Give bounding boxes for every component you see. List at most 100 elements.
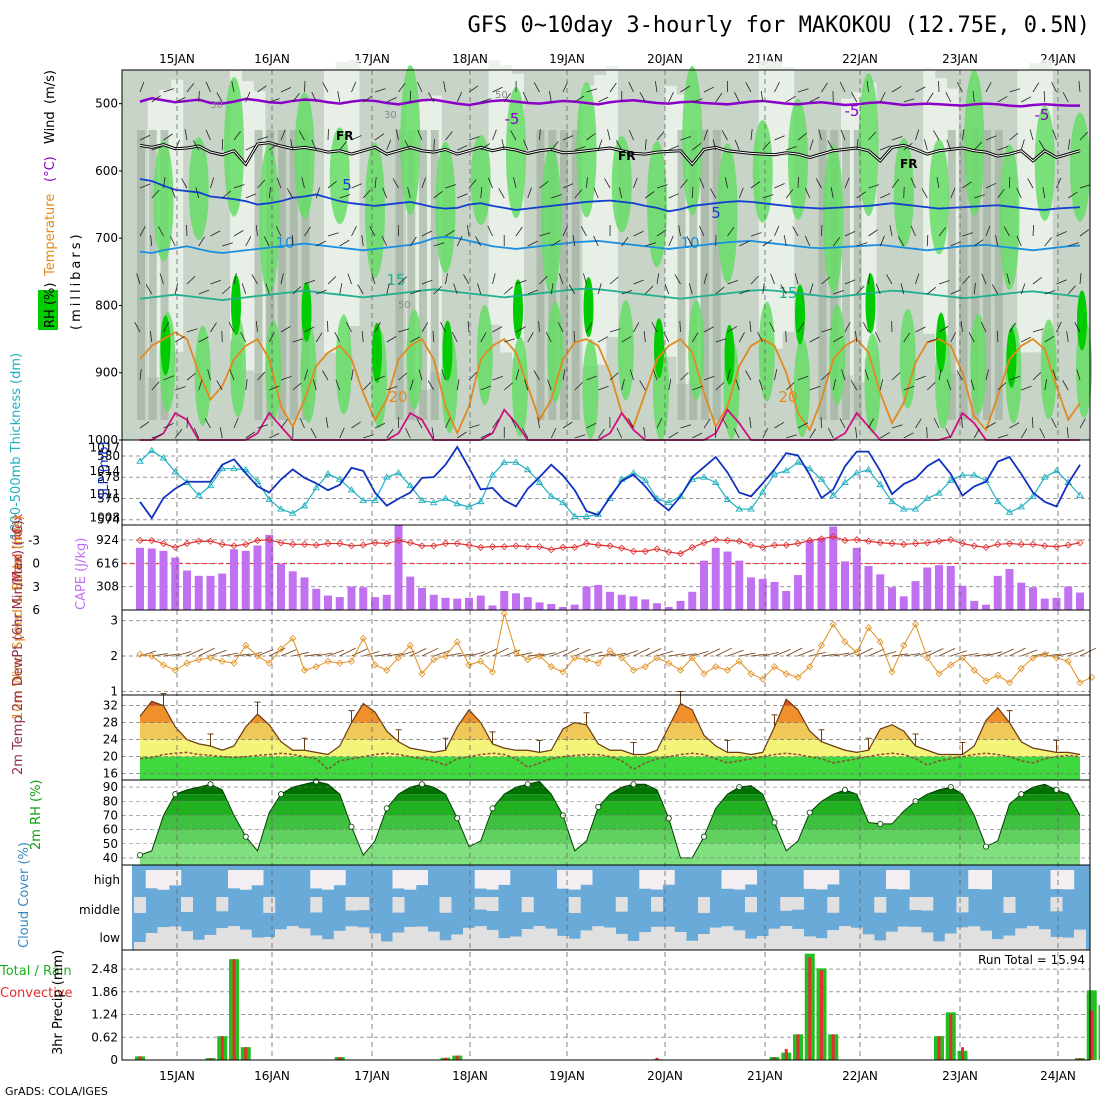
cape-bar bbox=[523, 597, 532, 610]
upper-wind-barb bbox=[792, 226, 799, 237]
wind-speed-point bbox=[1064, 657, 1072, 665]
precip-tick-label: 1.86 bbox=[91, 985, 118, 999]
upper-wind-barb bbox=[241, 283, 247, 295]
upper-wind-barb bbox=[712, 139, 717, 151]
rh-green-core bbox=[795, 284, 805, 345]
upper-wind-barb bbox=[656, 417, 663, 429]
thickness-point bbox=[711, 478, 720, 485]
upper-wind-barb bbox=[421, 279, 433, 285]
upper-wind-barb bbox=[821, 328, 833, 333]
cape-bar bbox=[923, 567, 932, 610]
upper-wind-barb bbox=[163, 177, 166, 189]
cloud-low-fill bbox=[933, 941, 945, 950]
upper-wind-barb bbox=[574, 189, 583, 199]
upper-wind-barb bbox=[1068, 242, 1079, 247]
upper-wind-barb bbox=[856, 285, 865, 295]
upper-wind-barb bbox=[136, 273, 141, 285]
upper-wind-barb bbox=[151, 381, 160, 391]
li-point bbox=[406, 539, 414, 547]
cloud-high-fill bbox=[228, 870, 240, 889]
upper-wind-barb bbox=[151, 95, 161, 103]
rh-point bbox=[348, 823, 355, 830]
upper-wind-barb bbox=[921, 188, 928, 199]
rh-dark-patch bbox=[301, 130, 310, 420]
upper-wind-barb bbox=[440, 322, 446, 333]
upper-wind-barb bbox=[616, 427, 623, 439]
precip-conv-label: Convective bbox=[0, 986, 73, 1001]
li-point bbox=[535, 543, 544, 551]
upper-wind-barb bbox=[255, 321, 258, 333]
upper-wind-barb bbox=[229, 369, 235, 381]
cape-bar bbox=[594, 584, 603, 610]
cloud-high-fill bbox=[745, 870, 757, 885]
cape-bar bbox=[805, 540, 814, 610]
slp-tick-label: 1011 bbox=[89, 487, 120, 501]
upper-wind-barb bbox=[1079, 418, 1086, 429]
cloud-mid-fill bbox=[1050, 897, 1063, 912]
upper-wind-barb bbox=[398, 372, 408, 381]
thickness-point bbox=[923, 494, 932, 501]
rh-green-blob bbox=[647, 141, 667, 268]
upper-wind-barb bbox=[950, 289, 962, 295]
upper-wind-barb bbox=[1009, 375, 1020, 381]
thickness-point bbox=[970, 471, 979, 478]
upper-wind-barb bbox=[149, 331, 153, 343]
li-point bbox=[300, 540, 309, 548]
wind-speed-point bbox=[935, 670, 943, 678]
cape-bar bbox=[993, 575, 1002, 610]
wind-speed-point bbox=[876, 638, 884, 646]
upper-wind-barb bbox=[245, 431, 256, 439]
cape-bar bbox=[711, 547, 720, 610]
pressure-axis-label: (millibars) bbox=[69, 231, 84, 330]
upper-wind-barb bbox=[292, 338, 304, 343]
upper-wind-barb bbox=[198, 236, 205, 247]
li-point bbox=[782, 541, 790, 549]
li-point bbox=[841, 536, 849, 545]
upper-wind-barb bbox=[421, 230, 432, 237]
upper-wind-barb bbox=[972, 91, 975, 103]
upper-wind-barb bbox=[703, 418, 711, 429]
cape-bar bbox=[183, 570, 191, 610]
upper-wind-barb bbox=[985, 422, 996, 429]
upper-wind-barb bbox=[1027, 178, 1034, 189]
cloud-low-fill bbox=[322, 939, 334, 950]
wind-speed-point bbox=[794, 673, 802, 681]
precip-conv-bar bbox=[1090, 1010, 1094, 1060]
upper-wind-barb bbox=[833, 336, 843, 343]
wind-speed-point bbox=[629, 666, 638, 674]
cape-bar bbox=[500, 591, 509, 610]
upper-wind-barb bbox=[316, 289, 327, 295]
upper-wind-barb bbox=[257, 424, 269, 429]
thickness-point bbox=[523, 465, 532, 473]
top-date-label: 20JAN bbox=[647, 52, 683, 66]
li-point bbox=[723, 536, 732, 545]
cloud-mid-fill bbox=[827, 897, 840, 913]
cloud-mid-fill bbox=[1003, 897, 1016, 913]
rh-green-blob bbox=[335, 314, 352, 415]
upper-wind-barb bbox=[654, 81, 658, 93]
precip-total-bar bbox=[1098, 1005, 1100, 1060]
thickness-point bbox=[406, 481, 415, 489]
li-point bbox=[829, 533, 837, 541]
cape-bar bbox=[230, 549, 238, 610]
li-point bbox=[359, 541, 367, 549]
wind-speed-point bbox=[723, 666, 732, 674]
cloud-low-fill bbox=[580, 930, 593, 950]
rh-light-patch bbox=[241, 81, 254, 371]
upper-wind-barb bbox=[970, 379, 975, 391]
upper-wind-barb bbox=[656, 229, 667, 237]
thickness-point bbox=[700, 473, 708, 480]
rh-green-blob bbox=[617, 300, 634, 401]
upper-wind-barb bbox=[562, 135, 574, 141]
upper-wind-barb bbox=[445, 273, 448, 285]
li-point bbox=[383, 539, 391, 548]
upper-wind-barb bbox=[477, 283, 482, 295]
li-point bbox=[183, 539, 191, 548]
surface-wind-barb bbox=[304, 653, 321, 657]
upper-wind-barb bbox=[609, 82, 617, 93]
thickness-point bbox=[382, 473, 391, 480]
rh-point bbox=[136, 852, 143, 859]
surface-wind-barb bbox=[985, 651, 1003, 657]
rh-point bbox=[242, 833, 249, 840]
cloud-low-fill bbox=[263, 937, 276, 950]
